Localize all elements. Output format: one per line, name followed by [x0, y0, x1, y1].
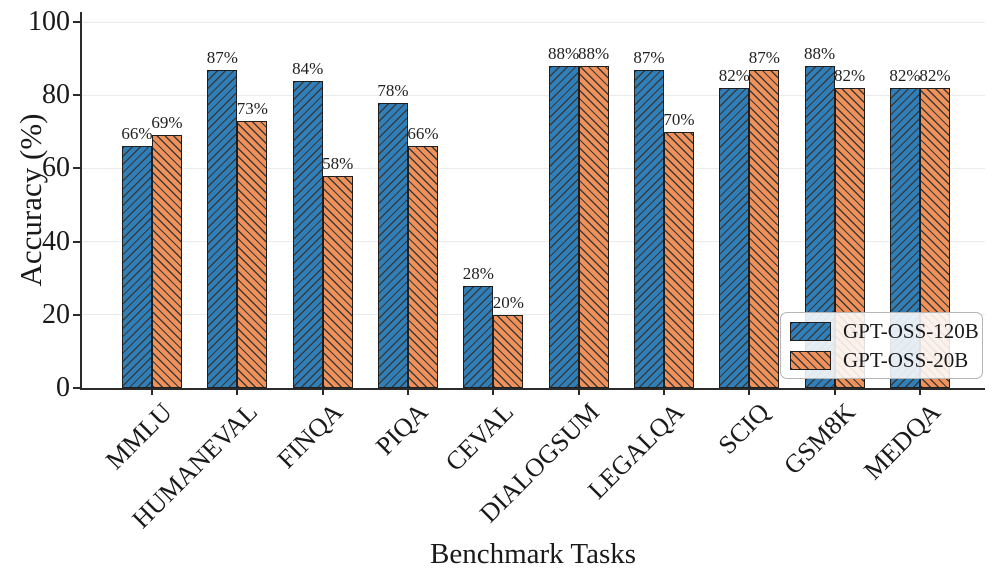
- bar-GPT-OSS-20B-FINQA: [322, 175, 353, 388]
- x-axis-spine: [79, 388, 985, 390]
- y-tick-label-20: 20: [42, 298, 70, 330]
- value-label-GPT-OSS-120B-DIALOGSUM: 88%: [548, 43, 580, 63]
- y-tick-label-100: 100: [28, 6, 70, 37]
- y-tick-label-80: 80: [42, 79, 70, 111]
- y-axis-label: Accuracy (%): [13, 113, 48, 287]
- bar-GPT-OSS-20B-LEGALQA: [663, 131, 694, 388]
- bar-GPT-OSS-20B-SCIQ: [749, 69, 780, 388]
- bar-GPT-OSS-20B-PIQA: [407, 146, 438, 388]
- value-label-GPT-OSS-20B-PIQA: 66%: [407, 124, 439, 144]
- legend-label-GPT-OSS-20B: GPT-OSS-20B: [843, 348, 969, 372]
- x-tick-MMLU: [151, 389, 153, 395]
- bar-GPT-OSS-20B-CEVAL: [493, 314, 524, 388]
- legend-label-GPT-OSS-120B: GPT-OSS-120B: [843, 319, 979, 343]
- x-tick-label-MEDQA: MEDQA: [857, 397, 946, 486]
- value-label-GPT-OSS-120B-LEGALQA: 87%: [633, 47, 665, 67]
- x-tick-label-GSM8K: GSM8K: [777, 397, 861, 481]
- y-tick-100: [73, 21, 80, 23]
- x-tick-label-MMLU: MMLU: [100, 397, 178, 476]
- x-tick-GSM8K: [833, 389, 836, 395]
- gridline-100: [81, 21, 985, 23]
- value-label-GPT-OSS-20B-LEGALQA: 70%: [663, 109, 695, 129]
- y-tick-label-60: 60: [42, 152, 70, 184]
- bar-GPT-OSS-20B-HUMANEVAL: [237, 120, 268, 388]
- y-tick-label-0: 0: [56, 372, 70, 403]
- y-tick-20: [73, 313, 80, 316]
- x-tick-label-FINQA: FINQA: [271, 397, 349, 474]
- x-tick-FINQA: [321, 389, 324, 395]
- x-tick-HUMANEVAL: [236, 389, 239, 395]
- bar-GPT-OSS-120B-LEGALQA: [633, 69, 664, 388]
- value-label-GPT-OSS-120B-GSM8K: 88%: [804, 43, 836, 63]
- value-label-GPT-OSS-120B-HUMANEVAL: 87%: [206, 47, 238, 67]
- value-label-GPT-OSS-20B-HUMANEVAL: 73%: [236, 98, 268, 118]
- gridline-40: [81, 241, 985, 243]
- y-tick-80: [73, 94, 80, 97]
- bar-GPT-OSS-120B-CEVAL: [463, 285, 494, 388]
- legend-entry-GPT-OSS-20B: GPT-OSS-20B: [790, 349, 972, 371]
- bar-GPT-OSS-20B-MMLU: [152, 135, 182, 388]
- value-label-GPT-OSS-120B-FINQA: 84%: [292, 58, 324, 78]
- value-label-GPT-OSS-120B-MMLU: 66%: [121, 124, 153, 144]
- y-tick-40: [73, 240, 80, 243]
- y-axis-spine: [79, 12, 82, 389]
- value-label-GPT-OSS-20B-DIALOGSUM: 88%: [578, 43, 610, 63]
- x-tick-CEVAL: [492, 389, 495, 395]
- bar-GPT-OSS-120B-MMLU: [122, 146, 152, 388]
- value-label-GPT-OSS-20B-MEDQA: 82%: [919, 65, 951, 85]
- y-tick-label-40: 40: [42, 225, 70, 257]
- x-tick-label-CEVAL: CEVAL: [439, 397, 520, 477]
- value-label-GPT-OSS-120B-SCIQ: 82%: [718, 65, 750, 85]
- value-label-GPT-OSS-20B-MMLU: 69%: [151, 113, 183, 133]
- value-label-GPT-OSS-20B-SCIQ: 87%: [748, 47, 780, 67]
- legend-swatch-GPT-OSS-20B: [790, 350, 831, 370]
- x-tick-MEDQA: [918, 389, 921, 395]
- legend-swatch-GPT-OSS-120B: [790, 321, 831, 341]
- value-label-GPT-OSS-20B-FINQA: 58%: [322, 153, 354, 173]
- gridline-20: [81, 314, 985, 316]
- value-label-GPT-OSS-120B-CEVAL: 28%: [462, 263, 494, 283]
- x-tick-SCIQ: [748, 389, 751, 395]
- bar-GPT-OSS-120B-FINQA: [292, 80, 323, 388]
- bar-GPT-OSS-120B-SCIQ: [719, 87, 750, 388]
- bar-GPT-OSS-20B-DIALOGSUM: [578, 65, 609, 388]
- legend-entry-GPT-OSS-120B: GPT-OSS-120B: [790, 320, 979, 342]
- value-label-GPT-OSS-120B-MEDQA: 82%: [889, 65, 921, 85]
- legend: GPT-OSS-120B GPT-OSS-20B: [780, 312, 983, 379]
- x-tick-label-SCIQ: SCIQ: [712, 397, 776, 460]
- value-label-GPT-OSS-20B-CEVAL: 20%: [492, 292, 524, 312]
- gridline-60: [81, 167, 985, 169]
- x-tick-PIQA: [406, 389, 409, 395]
- value-label-GPT-OSS-120B-PIQA: 78%: [377, 80, 409, 100]
- bar-GPT-OSS-120B-HUMANEVAL: [207, 69, 238, 388]
- x-tick-label-PIQA: PIQA: [370, 397, 434, 461]
- x-axis-label: Benchmark Tasks: [429, 538, 637, 570]
- x-tick-DIALOGSUM: [577, 389, 580, 395]
- y-tick-60: [73, 167, 80, 170]
- bar-GPT-OSS-120B-PIQA: [377, 102, 408, 388]
- gridline-80: [81, 94, 985, 96]
- x-tick-LEGALQA: [662, 389, 665, 395]
- value-label-GPT-OSS-20B-GSM8K: 82%: [834, 65, 866, 85]
- bar-GPT-OSS-120B-DIALOGSUM: [548, 65, 579, 388]
- y-tick-0: [73, 387, 80, 389]
